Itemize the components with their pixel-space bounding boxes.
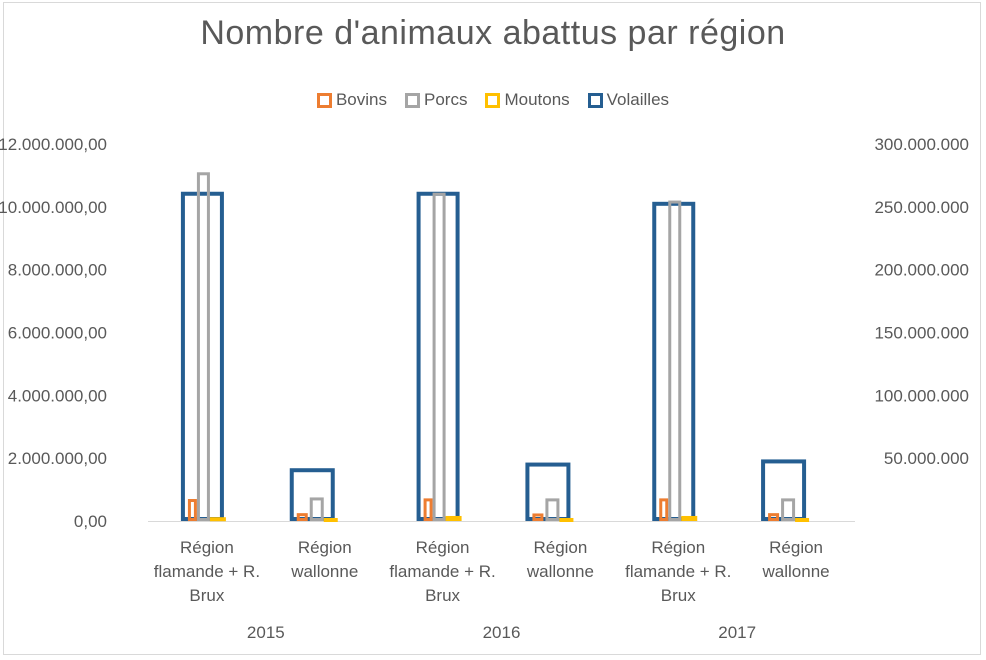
category-label: wallonne: [762, 562, 830, 581]
year-label: 2016: [483, 623, 521, 642]
category-label: Région: [298, 538, 352, 557]
legend-label-volailles: Volailles: [606, 90, 670, 109]
right-axis-tick-label: 100.000.000: [874, 386, 969, 405]
bar-bovins: [659, 498, 669, 522]
bar-porcs: [432, 192, 446, 521]
left-axis-tick-label: 12.000.000,00: [0, 135, 107, 154]
bar-moutons: [559, 518, 574, 522]
category-label: Brux: [661, 586, 696, 605]
category-label: Région: [416, 538, 470, 557]
left-axis-tick-label: 0,00: [74, 512, 107, 531]
legend-swatch-moutons: [485, 92, 501, 108]
right-axis-tick-label: 50.000.000: [884, 449, 969, 468]
bar-bovins: [423, 498, 433, 522]
legend-swatch-bovins: [316, 92, 332, 108]
chart-frame: [3, 2, 981, 655]
bar-porcs: [196, 172, 210, 521]
right-axis-tick-label: 200.000.000: [874, 261, 969, 280]
legend-item-volailles: Volailles: [587, 90, 670, 110]
chart-title: Nombre d'animaux abattus par région: [200, 14, 786, 52]
category-label: Région: [769, 538, 823, 557]
category-label: flamande + R.: [154, 562, 260, 581]
bar-porcs: [309, 497, 324, 521]
bar-moutons: [681, 515, 698, 521]
bar-bovins: [187, 499, 197, 521]
legend-item-bovins: Bovins: [316, 90, 387, 110]
bar-porcs: [668, 200, 682, 522]
chart-legend: Bovins Porcs Moutons Volailles: [0, 90, 986, 110]
left-axis-tick-label: 4.000.000,00: [8, 386, 107, 405]
year-label: 2015: [247, 623, 285, 642]
right-axis-tick-label: 300.000.000: [874, 135, 969, 154]
legend-label-bovins: Bovins: [335, 90, 387, 109]
bar-volailles: [416, 191, 460, 521]
category-label: Brux: [189, 586, 224, 605]
legend-item-porcs: Porcs: [404, 90, 468, 110]
legend-swatch-volailles: [587, 92, 603, 108]
category-label: wallonne: [290, 562, 358, 581]
bar-moutons: [209, 517, 226, 522]
bar-moutons: [445, 515, 462, 521]
left-axis-tick-label: 8.000.000,00: [8, 261, 107, 280]
category-label: wallonne: [526, 562, 594, 581]
bar-bovins: [768, 513, 780, 521]
left-axis-tick-label: 10.000.000,00: [0, 198, 107, 217]
legend-label-porcs: Porcs: [423, 90, 468, 109]
bar-porcs: [781, 498, 796, 522]
left-axis-tick-label: 2.000.000,00: [8, 449, 107, 468]
bar-moutons: [323, 518, 338, 522]
right-axis-tick-label: 150.000.000: [874, 324, 969, 343]
category-label: Région: [533, 538, 587, 557]
left-axis-tick-label: 6.000.000,00: [8, 324, 107, 343]
legend-swatch-porcs: [404, 92, 420, 108]
category-label: Brux: [425, 586, 460, 605]
year-label: 2017: [718, 623, 756, 642]
category-label: flamande + R.: [389, 562, 495, 581]
category-label: Région: [651, 538, 705, 557]
category-label: Région: [180, 538, 234, 557]
bar-volailles: [652, 201, 696, 521]
legend-label-moutons: Moutons: [504, 90, 570, 109]
bar-moutons: [795, 518, 810, 522]
bar-porcs: [545, 498, 560, 522]
right-axis-tick-label: 250.000.000: [874, 198, 969, 217]
legend-item-moutons: Moutons: [485, 90, 570, 110]
category-label: flamande + R.: [625, 562, 731, 581]
bar-volailles: [180, 191, 224, 521]
bar-bovins: [532, 513, 544, 522]
bar-bovins: [296, 513, 308, 521]
